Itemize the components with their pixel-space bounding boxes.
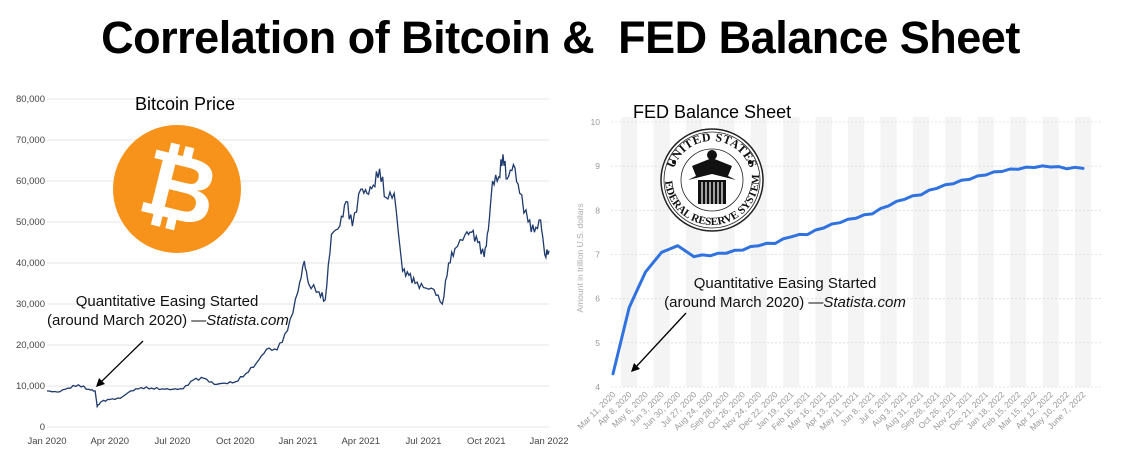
bitcoin-y-tick-label: 20,000 (16, 340, 45, 351)
fed-column-stripe (912, 117, 930, 387)
bitcoin-annotation: Quantitative Easing Started (around Marc… (47, 292, 289, 330)
bitcoin-y-tick-label: 10,000 (16, 381, 45, 392)
fed-stripes (621, 117, 1092, 387)
bitcoin-annotation-arrow (96, 340, 144, 387)
bitcoin-x-tick-label: Jul 2021 (406, 436, 442, 447)
fed-y-tick-label: 9 (595, 161, 600, 171)
page-title: Correlation of Bitcoin & FED Balance She… (101, 12, 1020, 63)
fed-column-stripe (1010, 117, 1027, 387)
bitcoin-logo: ₿ (113, 125, 241, 253)
annotation-source: Statista.com (823, 294, 906, 311)
bitcoin-x-tick-label: Apr 2021 (341, 436, 380, 447)
bitcoin-x-tick-label: Jul 2020 (155, 436, 191, 447)
fed-column-stripe (977, 117, 994, 387)
fed-y-tick-label: 5 (595, 338, 600, 348)
fed-annotation: Quantitative Easing Started (around Marc… (663, 274, 907, 312)
fed-y-tick-label: 6 (595, 294, 600, 304)
fed-y-tick-label: 8 (595, 205, 600, 215)
annotation-line2: (around March 2020) — (47, 312, 207, 329)
bitcoin-y-tick-label: 60,000 (16, 176, 45, 187)
fed-balance-line (611, 164, 1085, 376)
fed-column-stripe (848, 117, 865, 387)
fed-column-stripe (815, 117, 832, 387)
bitcoin-x-tick-label: Jan 2020 (27, 436, 66, 447)
bitcoin-chart-title: Bitcoin Price (135, 94, 236, 114)
bitcoin-price-line (46, 154, 550, 409)
fed-y-tick-label: 10 (591, 117, 601, 127)
annotation-source: Statista.com (206, 312, 289, 329)
bitcoin-y-tick-label: 50,000 (16, 217, 45, 228)
bitcoin-grid (47, 98, 549, 428)
annotation-line1: Quantitative Easing Started (693, 275, 877, 292)
fed-column-stripe (621, 117, 638, 387)
bitcoin-y-tick-label: 0 (40, 422, 45, 433)
bitcoin-x-tick-label: Jan 2021 (278, 436, 317, 447)
fed-column-stripe (1074, 117, 1092, 387)
bitcoin-x-tick-label: Jan 2022 (529, 436, 568, 447)
fed-y-axis-label: Amount in trillion U.S. dollars (575, 203, 585, 312)
fed-annotation-arrow (631, 312, 687, 372)
bitcoin-y-tick-label: 80,000 (16, 94, 45, 105)
annotation-line2: (around March 2020) — (664, 294, 824, 311)
bitcoin-x-tick-label: Oct 2021 (467, 436, 506, 447)
bitcoin-y-tick-label: 30,000 (16, 299, 45, 310)
fed-y-tick-label: 7 (595, 250, 600, 260)
fed-column-stripe (783, 117, 800, 387)
fed-y-tick-label: 4 (595, 382, 600, 392)
annotation-line1: Quantitative Easing Started (75, 293, 259, 310)
bitcoin-y-tick-label: 40,000 (16, 258, 45, 269)
bitcoin-axis-ticks: 0 10,000 20,000 30,000 40,000 50,000 60,000 70,… (16, 94, 569, 447)
fed-column-stripe (1042, 117, 1059, 387)
bitcoin-x-tick-label: Apr 2020 (90, 436, 129, 447)
bitcoin-x-tick-label: Oct 2020 (216, 436, 255, 447)
fed-column-stripe (880, 117, 897, 387)
bitcoin-y-tick-label: 70,000 (16, 135, 45, 146)
fed-column-stripe (945, 117, 962, 387)
fed-chart-title: FED Balance Sheet (633, 102, 792, 122)
